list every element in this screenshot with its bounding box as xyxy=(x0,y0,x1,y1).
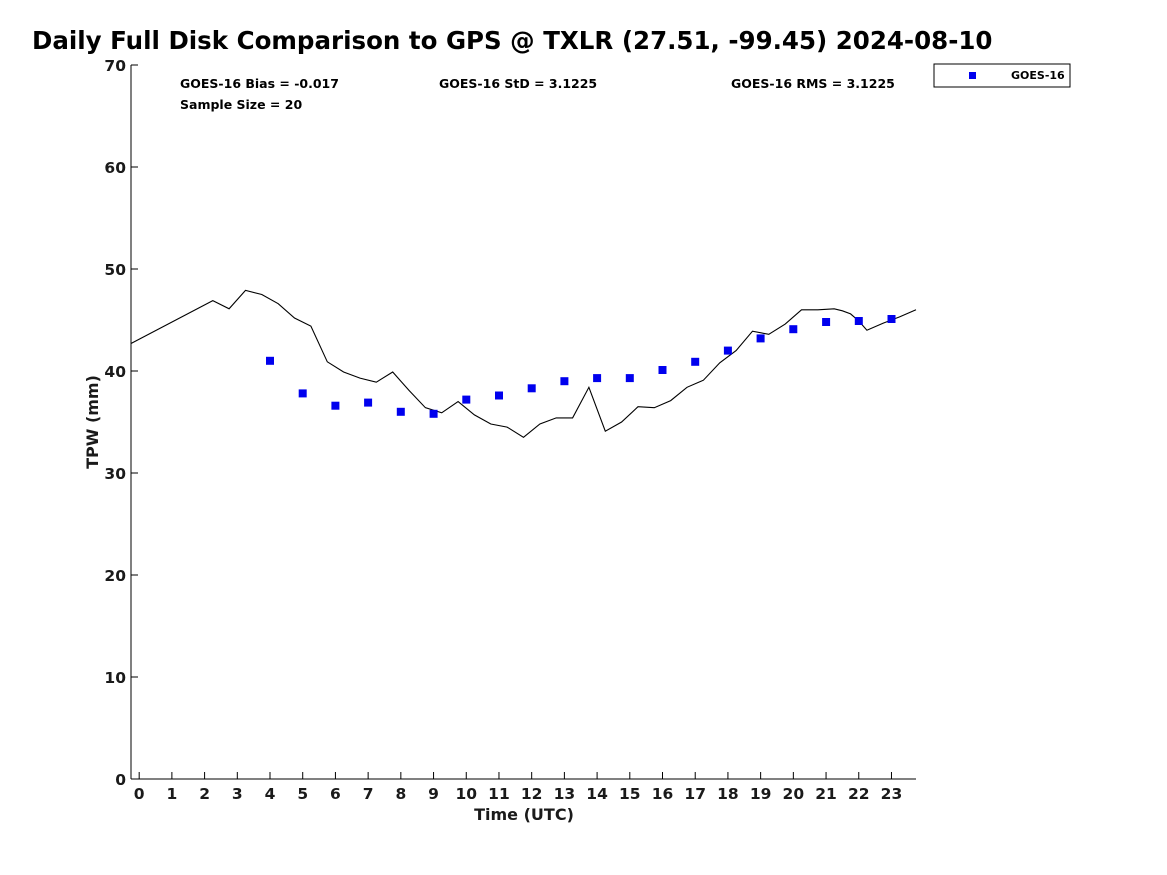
goes-point xyxy=(691,357,700,366)
goes-point xyxy=(462,395,471,404)
goes-point xyxy=(789,325,798,334)
sample-size-stat: Sample Size = 20 xyxy=(180,97,302,112)
x-tick-label: 12 xyxy=(521,785,543,803)
x-tick-label: 18 xyxy=(717,785,739,803)
x-tick-label: 23 xyxy=(881,785,903,803)
y-tick-label: 50 xyxy=(104,261,126,279)
x-tick-label: 14 xyxy=(586,785,608,803)
x-tick-label: 7 xyxy=(363,785,374,803)
x-axis-ticks: 0 1 2 3 4 5 6 7 8 9 10 11 12 13 14 15 16 17 18 19 20 21 22 23 xyxy=(134,772,902,803)
goes-point xyxy=(658,366,667,374)
std-stat: GOES-16 StD = 3.1225 xyxy=(439,76,597,91)
gps-series xyxy=(130,289,917,438)
legend-marker-goes xyxy=(969,72,976,79)
x-tick-label: 13 xyxy=(554,785,576,803)
x-tick-label: 3 xyxy=(232,785,243,803)
x-tick-label: 15 xyxy=(619,785,641,803)
x-tick-label: 5 xyxy=(297,785,308,803)
goes-point xyxy=(527,384,536,393)
x-tick-label: 21 xyxy=(815,785,837,803)
y-tick-label: 0 xyxy=(115,771,126,789)
gps-tpw-line xyxy=(130,289,917,438)
chart-title: Daily Full Disk Comparison to GPS @ TXLR… xyxy=(32,26,993,55)
y-tick-label: 30 xyxy=(104,465,126,483)
goes-point xyxy=(266,356,274,365)
goes-point xyxy=(429,409,438,418)
y-tick-label: 10 xyxy=(104,669,126,687)
goes-point xyxy=(822,318,831,326)
x-tick-label: 8 xyxy=(395,785,406,803)
x-tick-label: 10 xyxy=(455,785,477,803)
x-tick-label: 2 xyxy=(199,785,210,803)
y-tick-label: 70 xyxy=(104,57,126,75)
y-tick-label: 60 xyxy=(104,159,126,177)
x-axis-label: Time (UTC) xyxy=(474,805,574,824)
x-tick-label: 6 xyxy=(330,785,341,803)
x-tick-label: 16 xyxy=(652,785,674,803)
legend-label-goes: GOES-16 xyxy=(1011,69,1065,82)
goes-point xyxy=(593,374,602,383)
goes-point xyxy=(396,407,405,416)
goes-point xyxy=(298,389,307,398)
y-axis-label: TPW (mm) xyxy=(83,375,102,469)
x-tick-label: 20 xyxy=(783,785,805,803)
x-tick-label: 0 xyxy=(134,785,145,803)
goes-point xyxy=(625,374,634,383)
x-tick-label: 22 xyxy=(848,785,870,803)
x-tick-label: 11 xyxy=(488,785,510,803)
rms-stat: GOES-16 RMS = 3.1225 xyxy=(731,76,895,91)
x-tick-label: 4 xyxy=(265,785,276,803)
x-tick-label: 9 xyxy=(428,785,439,803)
goes-point xyxy=(887,315,896,323)
x-tick-label: 1 xyxy=(166,785,177,803)
legend-box xyxy=(933,63,1071,88)
goes-point xyxy=(756,334,765,343)
goes-series xyxy=(266,315,896,418)
y-tick-label: 20 xyxy=(104,567,126,585)
goes-point xyxy=(331,401,340,410)
goes-point xyxy=(723,346,732,355)
y-tick-label: 40 xyxy=(104,363,126,381)
goes-point xyxy=(495,391,503,400)
goes-point xyxy=(854,317,863,325)
axes-frame xyxy=(130,65,916,780)
x-tick-label: 17 xyxy=(684,785,706,803)
legend: GOES-16 xyxy=(933,63,1071,88)
goes-point xyxy=(560,377,569,386)
goes-point xyxy=(364,398,373,407)
y-axis-ticks: 0 10 20 30 40 50 60 70 xyxy=(104,57,138,789)
bias-stat: GOES-16 Bias = -0.017 xyxy=(180,76,339,91)
x-tick-label: 19 xyxy=(750,785,772,803)
